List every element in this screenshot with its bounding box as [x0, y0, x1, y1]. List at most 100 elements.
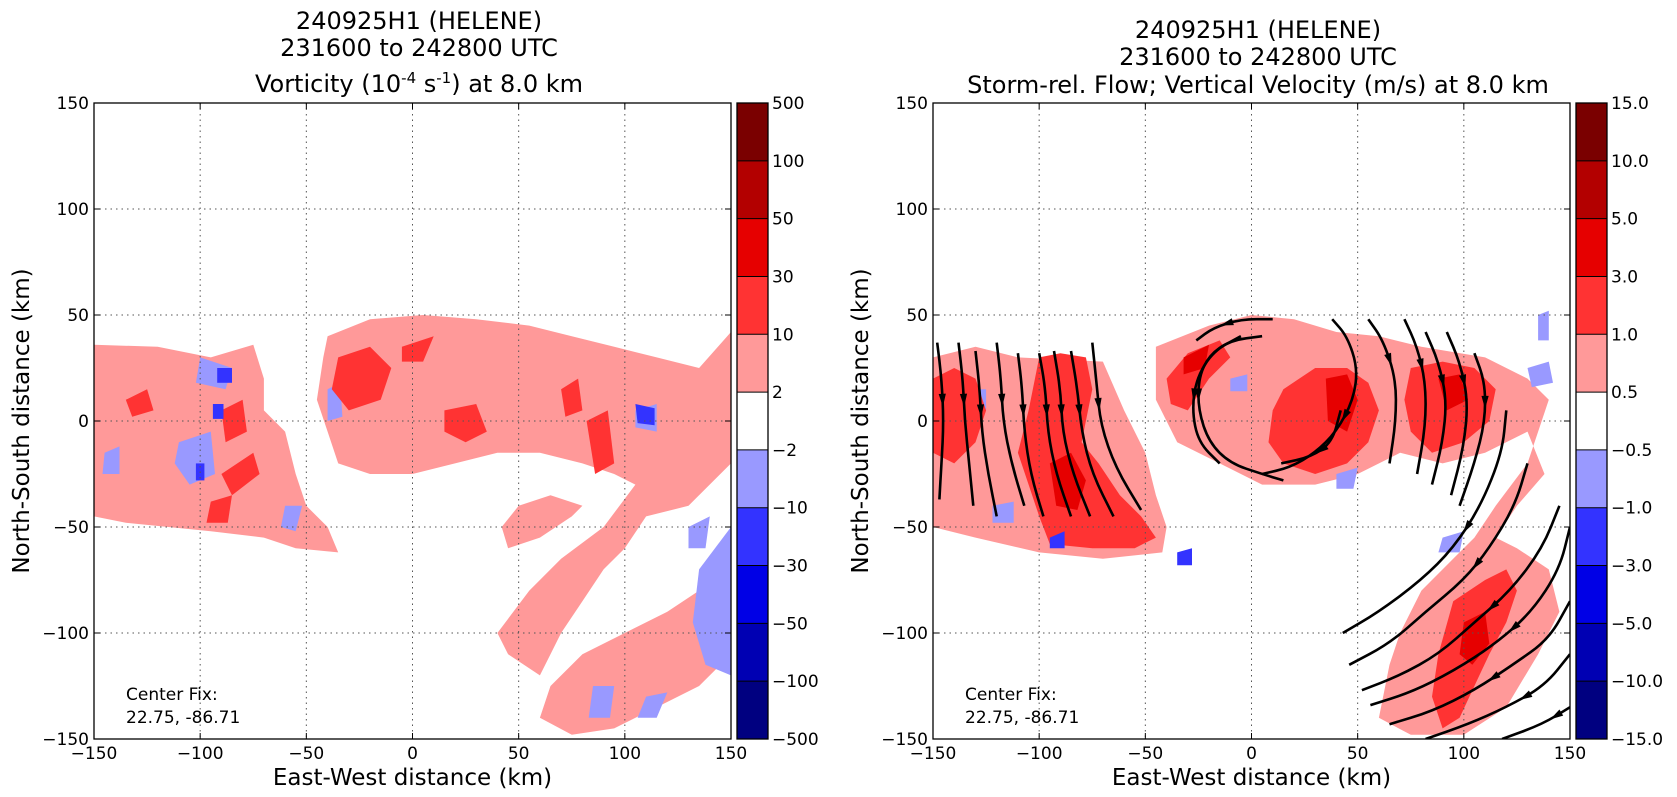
streamline	[1367, 318, 1398, 464]
contour-neg-light	[1336, 467, 1358, 489]
streamline-arrow	[1508, 621, 1521, 633]
colorbar-label: 100	[772, 152, 804, 172]
field-layer	[94, 315, 731, 735]
contour-neg-light	[588, 686, 615, 718]
streamline	[957, 342, 975, 506]
streamline	[1361, 505, 1561, 692]
streamline	[935, 342, 945, 500]
contour-neg-light	[1438, 531, 1464, 553]
y-axis-label: North-South distance (km)	[9, 268, 35, 573]
y-tick-label: −100	[881, 624, 928, 644]
contour-neg-mid	[212, 404, 224, 419]
colorbar-bin	[1576, 681, 1607, 740]
y-tick-label: 50	[67, 306, 89, 326]
x-tick-label: −100	[1016, 744, 1063, 764]
x-tick-label: 0	[1246, 744, 1257, 764]
streamline	[1348, 463, 1529, 666]
colorbar-label: 15.0	[1611, 94, 1649, 114]
title-exponent-2: -1	[436, 69, 452, 87]
x-tick-label: −150	[71, 744, 118, 764]
colorbar-bin	[1576, 623, 1607, 682]
contour-pos-mid	[125, 389, 154, 417]
colorbar-label: −10	[772, 499, 808, 519]
colorbar-label: 1.0	[1611, 325, 1638, 345]
contour-pos-mid	[221, 399, 247, 443]
colorbar-label: −100	[772, 672, 819, 692]
colorbar-frame	[1575, 102, 1608, 740]
contour-neg-mid	[217, 368, 232, 383]
x-tick-label: −50	[288, 744, 324, 764]
streamline-arrow	[1075, 404, 1083, 418]
title-text-prefix: Vorticity (10	[254, 70, 402, 98]
colorbar-label: −10.0	[1611, 672, 1663, 692]
center-fix-label: Center Fix:	[965, 685, 1057, 705]
contour-pos-mid	[221, 452, 260, 496]
streamline-arrow	[1191, 388, 1199, 402]
colorbar-label: 3.0	[1611, 267, 1638, 287]
x-axis-label: East-West distance (km)	[273, 765, 552, 791]
streamline	[1016, 353, 1045, 517]
contour-neg-light	[992, 501, 1014, 523]
streamline-arrow	[1057, 404, 1065, 418]
chart-title-line2: 231600 to 242800 UTC	[1119, 43, 1397, 71]
x-tick-label: 150	[1554, 744, 1586, 764]
colorbar-bin	[737, 276, 768, 335]
center-fix-coordinates: 22.75, -86.71	[965, 708, 1079, 728]
contour-neg-light	[102, 446, 120, 474]
colorbar-label: 10	[772, 325, 794, 345]
center-fix-label: Center Fix:	[126, 685, 218, 705]
y-tick-label: 150	[896, 94, 928, 114]
colorbar-label: −3.0	[1611, 557, 1652, 577]
colorbar-bin	[737, 565, 768, 624]
colorbar-bin	[737, 392, 768, 451]
colorbar-bin	[737, 103, 768, 162]
streamline-arrow	[1315, 443, 1329, 454]
contour-pos-mid	[444, 404, 487, 443]
center-fix-coordinates: 22.75, -86.71	[126, 708, 240, 728]
colorbar-label: −2	[772, 441, 797, 461]
x-tick-label: −150	[910, 744, 957, 764]
contour-pos-mid	[401, 336, 434, 362]
streamline-arrow	[1416, 358, 1424, 372]
streamline	[1403, 318, 1427, 475]
contour-neg-light	[1230, 374, 1248, 392]
y-tick-label: 50	[906, 306, 928, 326]
streamline-arrow	[976, 404, 985, 418]
colorbar-bin	[1576, 449, 1607, 509]
contour-neg-light	[1538, 310, 1549, 341]
streamline-arrow	[1019, 404, 1027, 418]
colorbar-label: −5.0	[1611, 614, 1652, 634]
streamline-arrow	[1472, 557, 1484, 570]
colorbar-bin	[1576, 507, 1607, 566]
chart-title-line1: 240925H1 (HELENE)	[295, 7, 543, 35]
y-tick-label: −150	[42, 730, 89, 750]
y-tick-label: 150	[57, 94, 89, 114]
contour-neg-light	[688, 516, 710, 549]
x-tick-label: 100	[1448, 744, 1480, 764]
x-axis-label: East-West distance (km)	[1112, 765, 1391, 791]
colorbar-label: −1.0	[1611, 499, 1652, 519]
contour-pos-mid	[561, 378, 583, 417]
x-tick-label: −100	[177, 744, 224, 764]
x-tick-label: 0	[407, 744, 418, 764]
contour-pos-mid	[933, 368, 987, 464]
contour-neg-light	[692, 527, 731, 676]
contour-pos-light	[94, 344, 339, 553]
y-tick-label: 100	[57, 200, 89, 220]
contour-neg-mid	[1177, 548, 1192, 566]
streamline	[1424, 331, 1447, 485]
colorbar-bin	[1576, 392, 1607, 451]
colorbar-bin	[737, 160, 768, 219]
colorbar-label: −0.5	[1611, 441, 1652, 461]
streamline-arrow	[1459, 374, 1467, 388]
contour-pos-mid	[331, 346, 392, 411]
y-tick-label: −50	[892, 518, 928, 538]
streamline-arrow	[1550, 709, 1564, 720]
streamline-layer	[935, 317, 1570, 739]
streamline-arrow	[1481, 395, 1489, 409]
y-tick-label: −50	[53, 518, 89, 538]
y-tick-label: 0	[78, 412, 89, 432]
streamline-arrow	[1384, 352, 1392, 367]
contour-pos-mid	[586, 410, 615, 474]
streamline-arrow	[959, 393, 968, 407]
